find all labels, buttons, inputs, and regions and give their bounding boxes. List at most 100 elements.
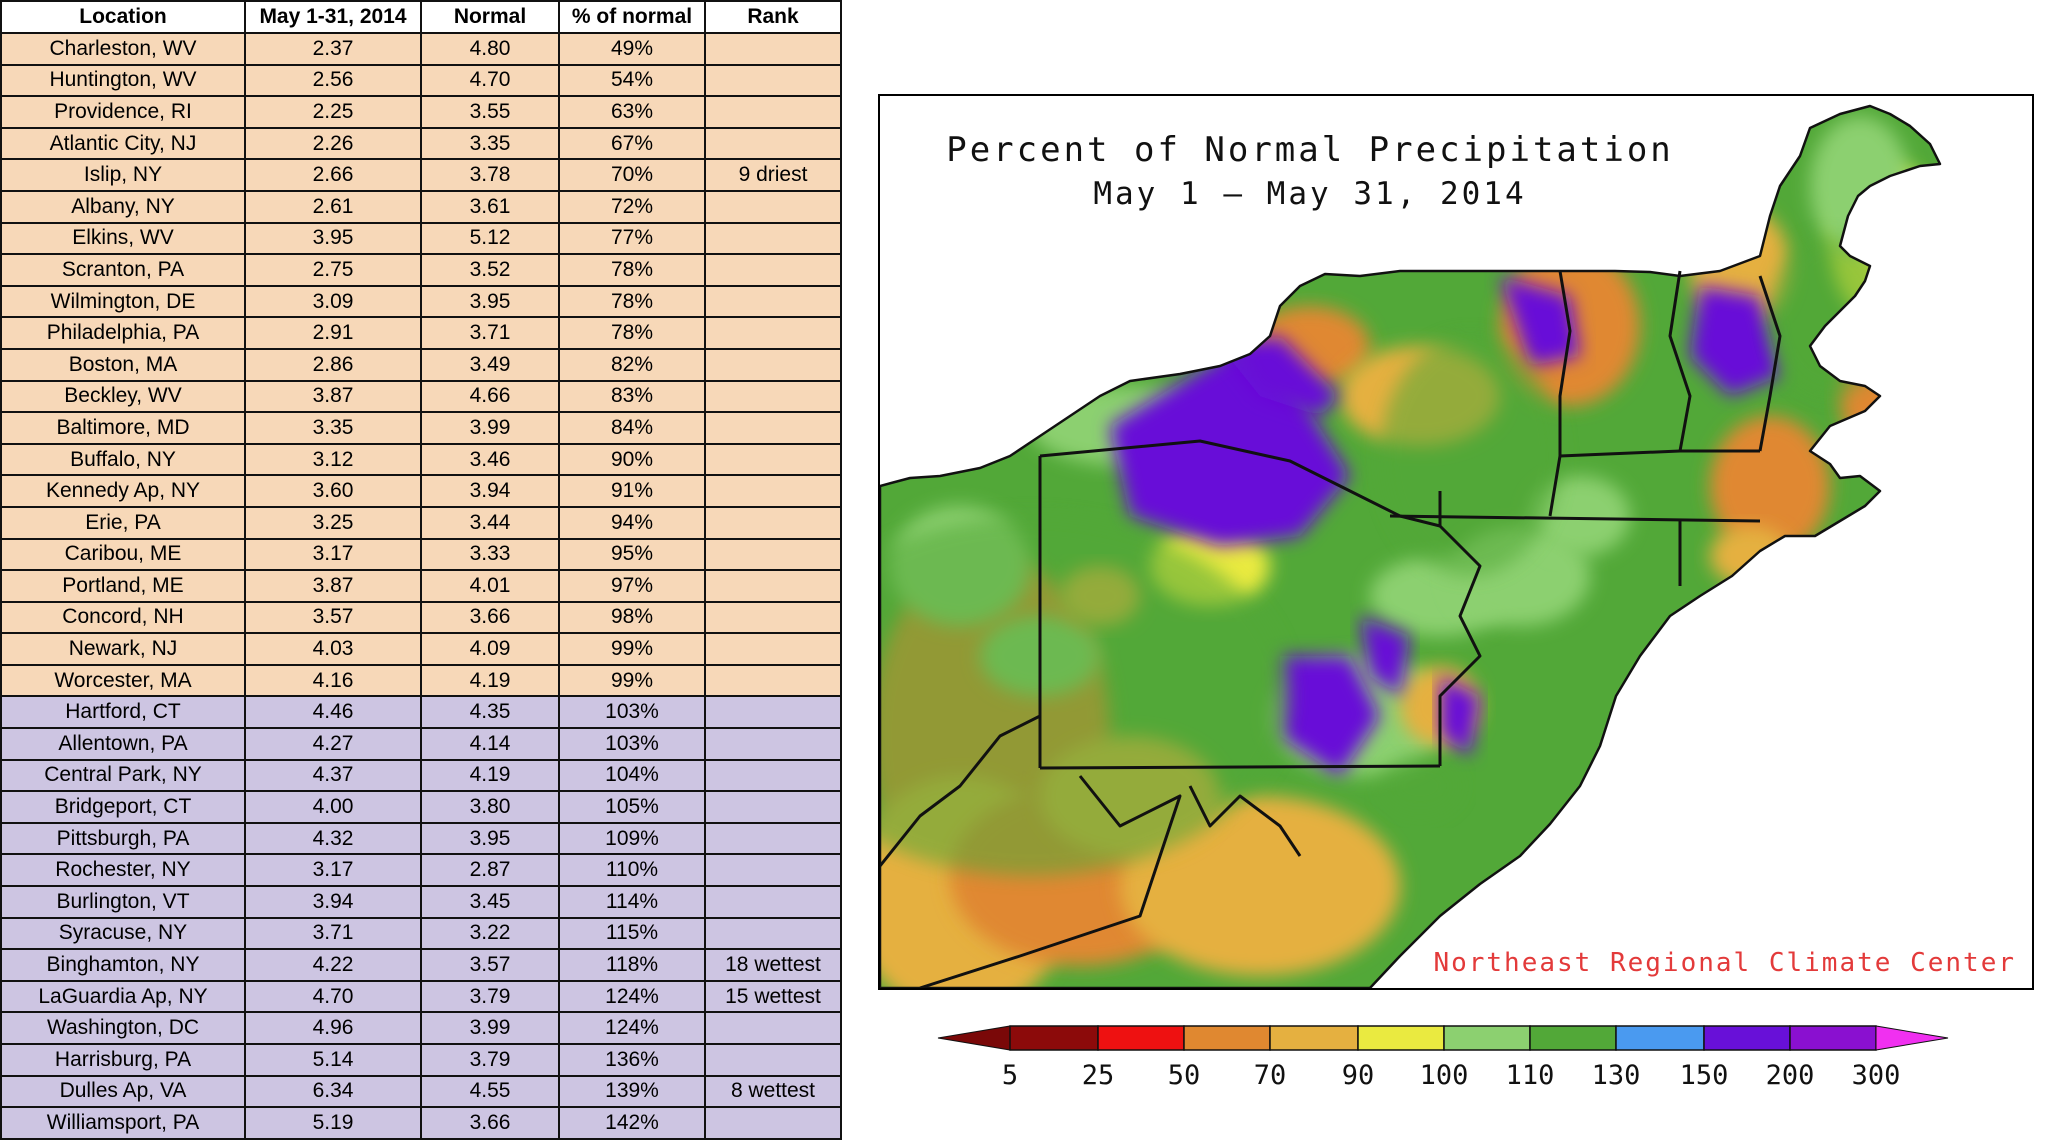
cell-percent: 94% (558, 505, 706, 540)
cell-location: Baltimore, MD (0, 411, 246, 445)
pa-md-border (1039, 764, 1441, 770)
legend-color-swatch (1529, 1025, 1617, 1051)
precip-contour-area (1810, 116, 1910, 256)
precip-contour-area (1710, 526, 1790, 586)
table-row: Albany, NY 2.61 3.61 72% (0, 189, 842, 224)
cell-rank (704, 316, 842, 350)
cell-percent: 77% (558, 221, 706, 256)
cell-observed: 3.17 (244, 853, 422, 888)
cell-observed: 5.14 (244, 1043, 422, 1077)
precip-contour-area (1530, 476, 1630, 556)
cell-rank: 9 driest (704, 158, 842, 192)
precip-contour-area (880, 516, 1290, 876)
cell-percent: 136% (558, 1043, 706, 1077)
table-row: Rochester, NY 3.17 2.87 110% (0, 853, 842, 888)
cell-observed: 4.00 (244, 790, 422, 824)
table-row: Baltimore, MD 3.35 3.99 84% (0, 411, 842, 445)
ny-vt-border (1548, 270, 1572, 517)
cell-normal: 3.66 (420, 1106, 560, 1140)
cell-rank (704, 189, 842, 224)
cell-observed: 4.16 (244, 663, 422, 698)
cell-observed: 4.22 (244, 948, 422, 982)
cell-normal: 3.78 (420, 158, 560, 192)
header-location: Location (0, 0, 246, 34)
cell-location: Atlantic City, NJ (0, 126, 246, 161)
cell-normal: 3.46 (420, 442, 560, 477)
cell-location: Binghamton, NY (0, 948, 246, 982)
wv-va-border (919, 775, 1182, 988)
cell-observed: 4.46 (244, 695, 422, 730)
legend-tick-label: 130 (1591, 1060, 1641, 1091)
cell-location: Charleston, WV (0, 32, 246, 66)
cell-percent: 84% (558, 411, 706, 445)
cell-observed: 4.70 (244, 979, 422, 1014)
precip-contour-area (1360, 616, 1410, 696)
pa-nj-border (1438, 524, 1482, 766)
cell-location: Williamsport, PA (0, 1106, 246, 1140)
cell-percent: 91% (558, 474, 706, 508)
cell-normal: 4.09 (420, 632, 560, 666)
cell-percent: 54% (558, 63, 706, 98)
cell-observed: 2.66 (244, 158, 422, 192)
cell-normal: 3.33 (420, 537, 560, 572)
cell-percent: 63% (558, 95, 706, 129)
cell-percent: 118% (558, 948, 706, 982)
cell-location: Portland, ME (0, 569, 246, 603)
precipitation-table: Location May 1-31, 2014 Normal % of norm… (0, 0, 842, 1140)
cell-percent: 103% (558, 695, 706, 730)
cell-rank (704, 537, 842, 572)
map-date-range: May 1 — May 31, 2014 (1093, 176, 1527, 212)
cell-observed: 3.25 (244, 505, 422, 540)
table-row: Worcester, MA 4.16 4.19 99% (0, 663, 842, 698)
cell-observed: 2.37 (244, 32, 422, 66)
precip-contour-area (1440, 676, 1480, 756)
cell-normal: 4.80 (420, 32, 560, 66)
table-row: Providence, RI 2.25 3.55 63% (0, 95, 842, 129)
cell-location: Beckley, WV (0, 379, 246, 414)
cell-location: Syracuse, NY (0, 916, 246, 951)
cell-location: Erie, PA (0, 505, 246, 540)
cell-rank: 18 wettest (704, 948, 842, 982)
cell-observed: 4.03 (244, 632, 422, 666)
cell-percent: 104% (558, 758, 706, 793)
cell-rank (704, 347, 842, 382)
cell-normal: 4.19 (420, 663, 560, 698)
cell-rank (704, 821, 842, 856)
cell-rank (704, 632, 842, 666)
cell-normal: 4.55 (420, 1074, 560, 1109)
table-row: Hartford, CT 4.46 4.35 103% (0, 695, 842, 730)
cell-location: Hartford, CT (0, 695, 246, 730)
cell-observed: 3.09 (244, 284, 422, 319)
cell-location: Buffalo, NY (0, 442, 246, 477)
cell-location: Newark, NJ (0, 632, 246, 666)
cell-location: Boston, MA (0, 347, 246, 382)
cell-rank (704, 663, 842, 698)
cell-percent: 109% (558, 821, 706, 856)
cell-normal: 3.61 (420, 189, 560, 224)
legend-color-swatch (1357, 1025, 1445, 1051)
cell-normal: 3.71 (420, 316, 560, 350)
cell-location: Harrisburg, PA (0, 1043, 246, 1077)
cell-normal: 3.99 (420, 411, 560, 445)
cell-normal: 3.95 (420, 821, 560, 856)
precip-contour-area (1500, 276, 1580, 366)
table-row: Syracuse, NY 3.71 3.22 115% (0, 916, 842, 951)
cell-percent: 82% (558, 347, 706, 382)
legend-color-swatch (1789, 1025, 1877, 1051)
legend-color-swatch (1009, 1025, 1099, 1051)
cell-location: Islip, NY (0, 158, 246, 192)
cell-location: Worcester, MA (0, 663, 246, 698)
cell-percent: 139% (558, 1074, 706, 1109)
cell-normal: 4.35 (420, 695, 560, 730)
map-title: Percent of Normal Precipitation (946, 130, 1674, 170)
table-row: Boston, MA 2.86 3.49 82% (0, 347, 842, 382)
legend-tick-label: 90 (1341, 1060, 1375, 1091)
cell-normal: 3.52 (420, 253, 560, 287)
cell-observed: 3.17 (244, 537, 422, 572)
cell-rank: 8 wettest (704, 1074, 842, 1109)
legend-color-swatch (1703, 1025, 1791, 1051)
legend-color-swatch (1269, 1025, 1359, 1051)
cell-rank (704, 474, 842, 508)
cell-observed: 2.86 (244, 347, 422, 382)
precip-contour-area (1120, 796, 1400, 976)
